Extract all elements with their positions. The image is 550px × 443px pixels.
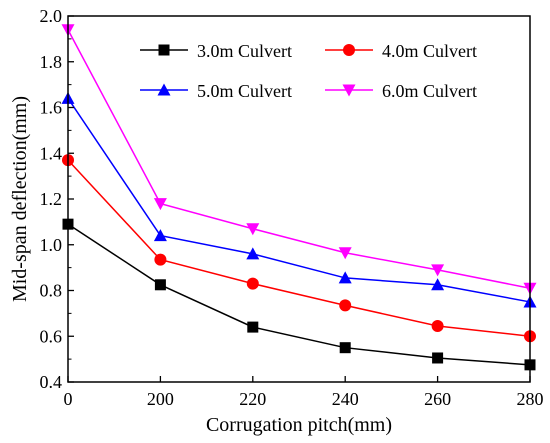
data-point	[246, 247, 260, 260]
series-2	[62, 154, 536, 343]
x-axis: 0 200 220 240 260 280	[64, 376, 544, 409]
series-line	[67, 97, 531, 303]
y-tick-label: 0.4	[40, 372, 63, 392]
series-4	[61, 24, 537, 295]
y-axis-title: Mid-span deflection(mm)	[9, 96, 31, 302]
legend-entry: 6.0m Culvert	[325, 81, 477, 101]
series-group	[61, 24, 537, 371]
legend: 3.0m Culvert 4.0m Culvert 5.0m Culvert 6.0m…	[140, 41, 477, 101]
legend-marker	[158, 44, 170, 56]
y-tick-label: 2.0	[40, 6, 63, 26]
x-tick-label: 200	[147, 389, 174, 409]
y-tick-label: 1.6	[40, 98, 63, 118]
data-point	[154, 279, 166, 291]
data-point	[339, 299, 352, 312]
legend-entry: 4.0m Culvert	[325, 41, 477, 61]
data-point	[431, 278, 445, 291]
x-tick-label: 260	[424, 389, 451, 409]
data-point	[338, 271, 352, 284]
y-tick-label: 1.0	[40, 235, 63, 255]
y-axis: 0.4 0.6 0.8 1.0 1.2 1.4 1.6 1.8 2.0	[40, 6, 74, 392]
legend-label: 5.0m Culvert	[197, 81, 292, 101]
legend-label: 6.0m Culvert	[382, 81, 477, 101]
y-tick-label: 0.8	[40, 281, 63, 301]
data-point	[246, 223, 260, 236]
series-line	[67, 223, 531, 366]
data-point	[339, 342, 351, 354]
data-point	[154, 253, 167, 266]
x-tick-label: 0	[64, 389, 73, 409]
data-point	[432, 352, 444, 364]
y-tick-label: 1.4	[40, 143, 63, 163]
legend-entry: 3.0m Culvert	[140, 41, 292, 61]
data-point	[246, 277, 259, 290]
series-line	[67, 29, 531, 289]
data-point	[247, 321, 259, 333]
y-tick-label: 0.6	[40, 326, 63, 346]
y-tick-label: 1.8	[40, 52, 63, 72]
x-axis-title: Corrugation pitch(mm)	[206, 414, 392, 436]
legend-marker	[343, 44, 355, 56]
data-point	[431, 319, 444, 332]
plot-frame	[67, 15, 531, 383]
data-point	[153, 198, 167, 211]
y-tick-label: 1.2	[40, 189, 63, 209]
x-tick-label: 280	[517, 389, 544, 409]
data-point	[153, 229, 167, 242]
legend-marker	[342, 84, 356, 97]
legend-label: 3.0m Culvert	[197, 41, 292, 61]
x-tick-label: 220	[239, 389, 266, 409]
legend-entry: 5.0m Culvert	[140, 81, 292, 101]
legend-label: 4.0m Culvert	[382, 41, 477, 61]
data-point	[338, 247, 352, 260]
x-tick-label: 240	[332, 389, 359, 409]
legend-marker	[157, 83, 171, 96]
series-line	[67, 159, 531, 337]
data-point	[431, 264, 445, 277]
